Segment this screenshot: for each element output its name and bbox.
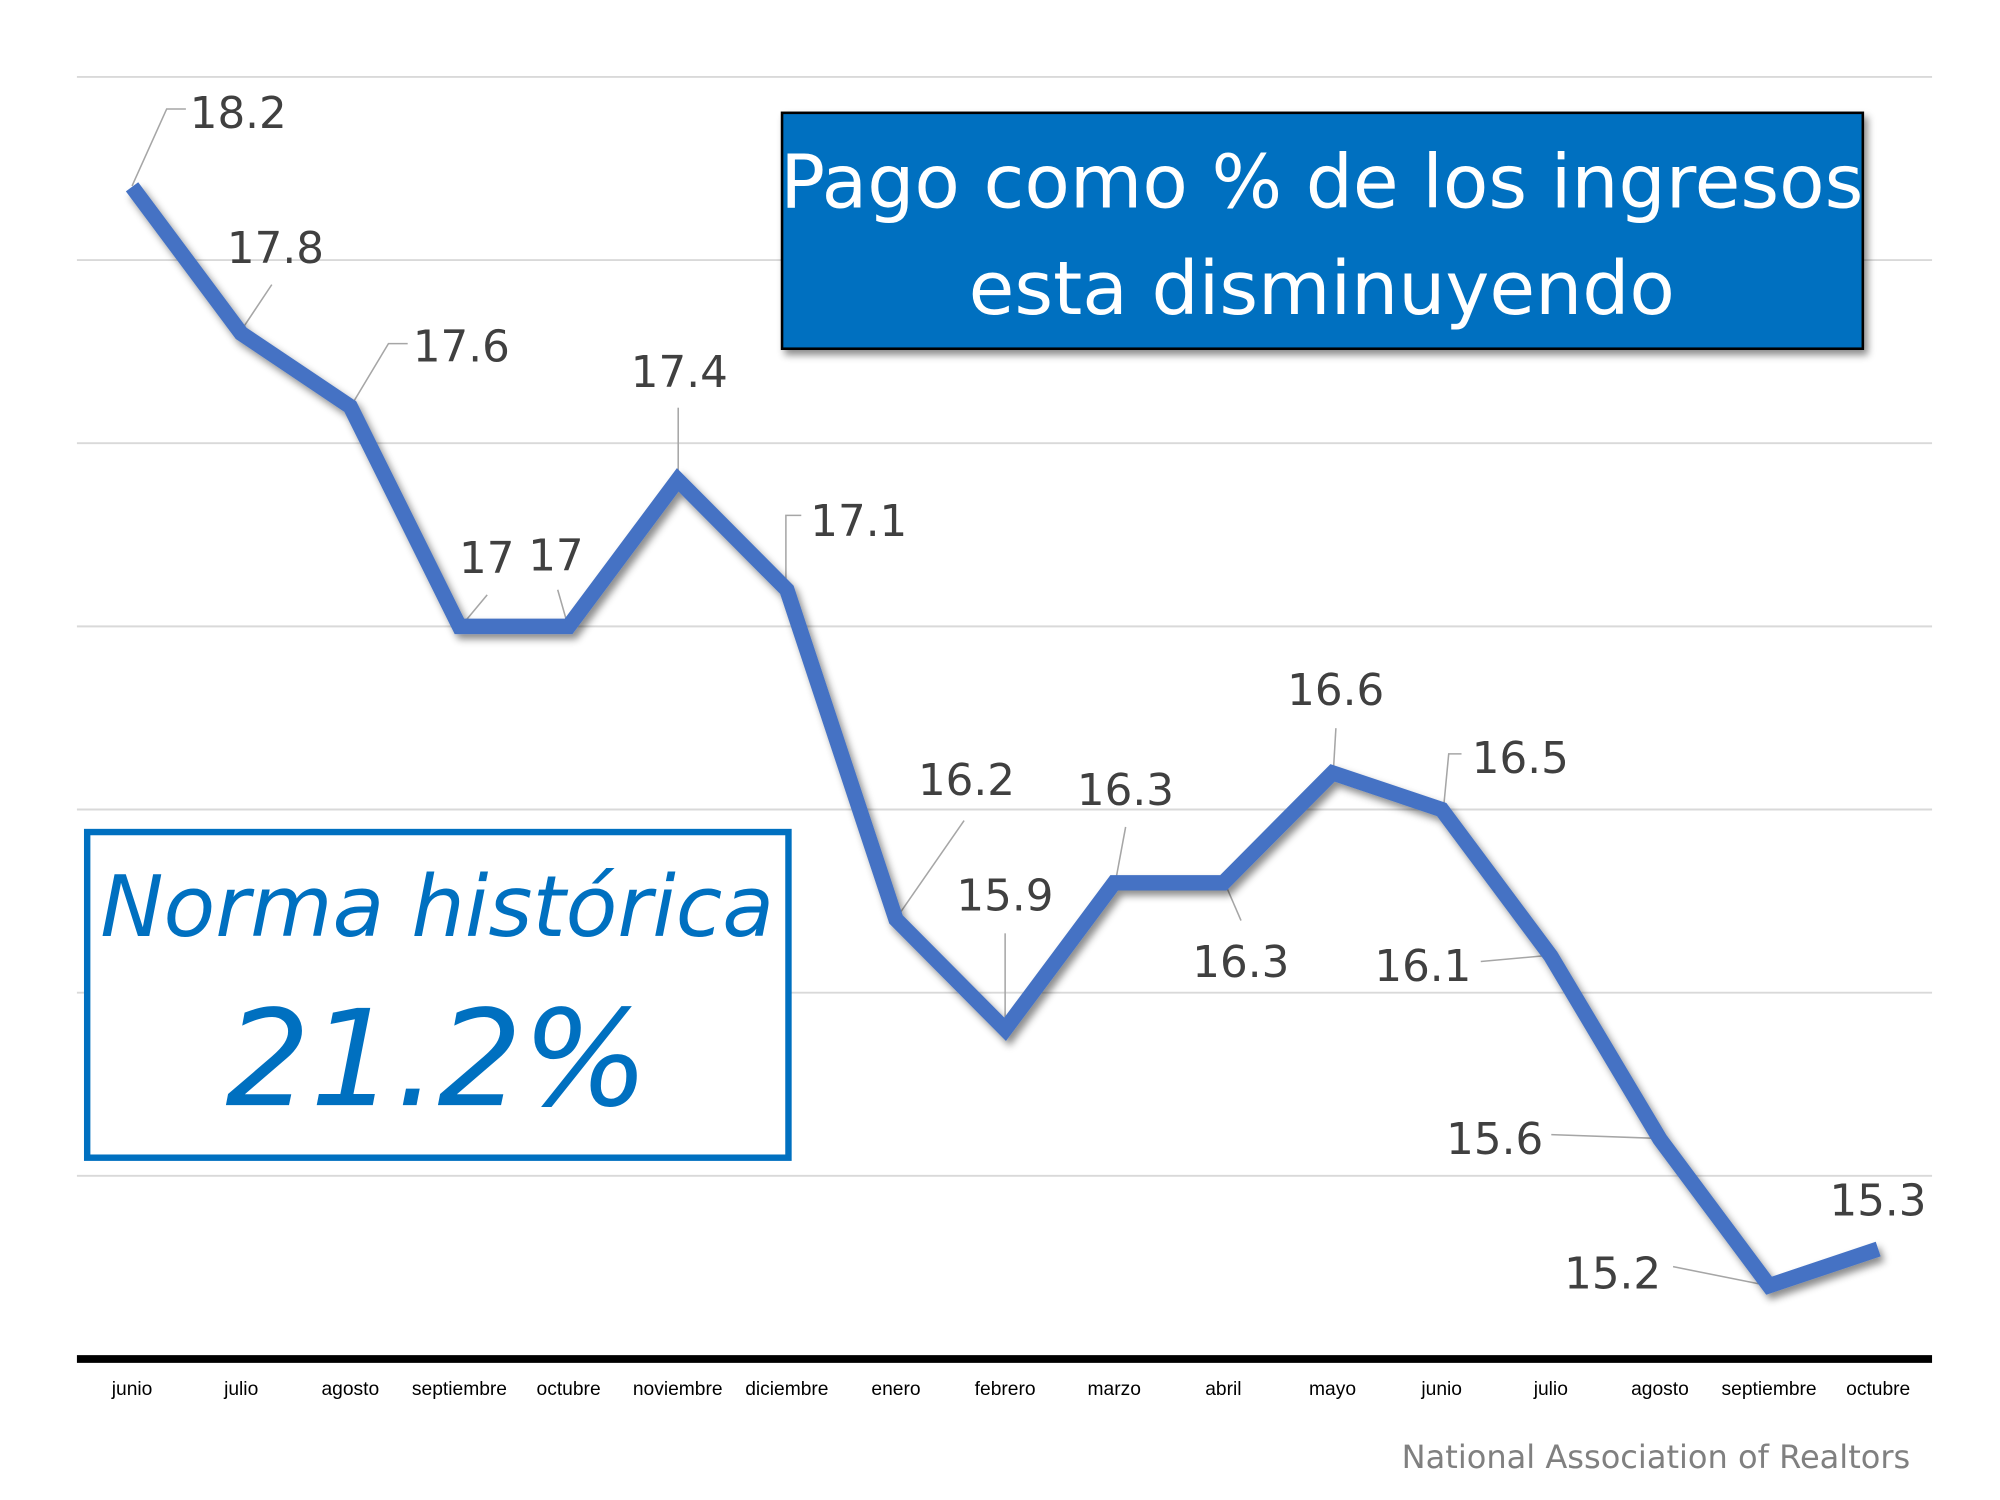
data-label: 17: [459, 534, 514, 584]
data-label: 15.6: [1446, 1115, 1543, 1165]
x-tick-label: agosto: [321, 1379, 379, 1400]
x-tick-label: noviembre: [633, 1379, 723, 1400]
source-text: National Association of Realtors: [1402, 1438, 1911, 1476]
data-label: 16.1: [1374, 942, 1471, 992]
data-label: 16.2: [918, 756, 1015, 806]
x-tick-label: julio: [1533, 1379, 1568, 1400]
x-tick-label: octubre: [537, 1379, 601, 1400]
leader-line: [896, 820, 965, 918]
leader-line: [1442, 753, 1462, 808]
leader-line: [1551, 1133, 1661, 1140]
x-axis-tick-labels: junio julio agosto septiembre octubre noviemb…: [111, 1379, 1911, 1400]
title-line-2: esta disminuyendo: [969, 245, 1675, 332]
data-label: 17.8: [227, 224, 324, 274]
series-line: [125, 182, 1881, 1295]
data-label: 16.6: [1287, 666, 1384, 716]
x-tick-label: agosto: [1631, 1379, 1689, 1400]
data-label: 16.3: [1192, 938, 1289, 988]
leader-line: [131, 108, 186, 187]
leader-line: [785, 514, 802, 590]
x-tick-label: junio: [1420, 1379, 1462, 1400]
data-label: 16.3: [1077, 766, 1174, 816]
leader-line: [240, 284, 273, 332]
data-label: 15.2: [1564, 1249, 1661, 1299]
historical-norm-box: Norma histórica 21.2%: [83, 828, 792, 1161]
data-label: 17.6: [413, 323, 510, 373]
x-tick-label: junio: [111, 1379, 153, 1400]
norm-label: Norma histórica: [100, 857, 774, 956]
leader-line: [1672, 1265, 1770, 1287]
x-tick-label: julio: [223, 1379, 258, 1400]
data-labels: 18.2 17.8 17.6 17 17 17.4 17.1 16.2 15.9 16.3 16.3…: [190, 89, 1927, 1299]
norm-box-border: [83, 828, 792, 1161]
data-label: 15.3: [1829, 1176, 1926, 1226]
x-tick-label: diciembre: [745, 1379, 828, 1400]
data-label: 17.1: [810, 497, 907, 547]
leader-line: [1332, 728, 1337, 772]
leader-line: [1480, 954, 1552, 963]
leader-line: [349, 342, 408, 409]
data-label: 15.9: [956, 871, 1053, 921]
title-line-1: Pago como % de los ingresos: [780, 139, 1863, 226]
x-tick-label: octubre: [1846, 1379, 1910, 1400]
data-label: 18.2: [190, 89, 287, 139]
data-label: 17.4: [631, 348, 728, 398]
x-tick-label: enero: [871, 1379, 920, 1400]
norm-value: 21.2%: [225, 982, 649, 1137]
x-tick-label: septiembre: [1722, 1379, 1817, 1400]
leader-line: [1114, 826, 1127, 883]
title-box-background: [780, 111, 1865, 351]
x-tick-label: febrero: [975, 1379, 1036, 1400]
x-tick-label: abril: [1205, 1379, 1241, 1400]
x-tick-label: marzo: [1088, 1379, 1141, 1400]
data-label: 16.5: [1472, 734, 1569, 784]
x-tick-label: mayo: [1309, 1379, 1356, 1400]
title-box: Pago como % de los ingresos esta disminu…: [780, 111, 1865, 351]
x-tick-label: septiembre: [412, 1379, 507, 1400]
data-label: 17: [528, 532, 583, 582]
